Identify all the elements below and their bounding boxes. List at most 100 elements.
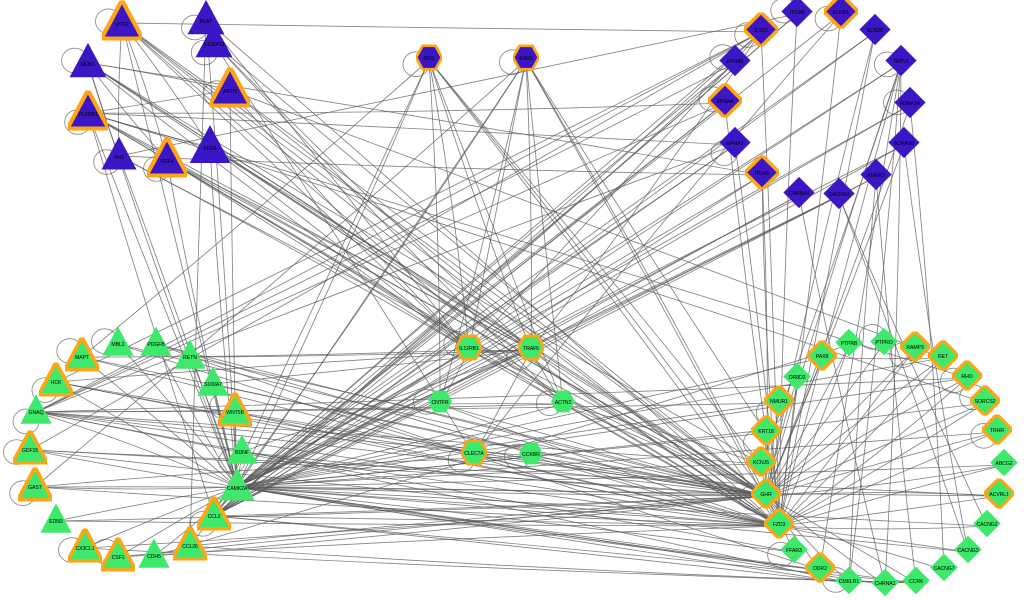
graph-edge (562, 403, 780, 527)
graph-node-plxnb1[interactable]: PLXNB1 (66, 89, 110, 133)
graph-edge (473, 13, 842, 456)
triangle-node-glyph (188, 123, 232, 172)
graph-edge (81, 356, 238, 488)
graph-node-gnaq[interactable]: GNAQ (19, 394, 53, 429)
graph-node-trpv1[interactable]: TRPV1 (884, 44, 918, 80)
graph-node-cdh5[interactable]: CDH5 (137, 538, 171, 573)
graph-node-actn2[interactable]: ACTN2 (550, 390, 576, 417)
graph-edge (236, 357, 823, 488)
graph-node-traf6[interactable]: TRAF6 (516, 334, 546, 363)
graph-edge (530, 349, 780, 527)
graph-node-adra1a[interactable]: ADRA1A (893, 86, 927, 125)
graph-edge (34, 486, 780, 527)
graph-node-mtf2[interactable]: MTF2 (100, 0, 144, 43)
graph-node-cacng7[interactable]: CACNG7 (929, 553, 959, 585)
graph-edge (765, 344, 850, 497)
graph-node-pdgfb[interactable]: PDGFB (139, 326, 173, 361)
graph-edge (473, 454, 767, 497)
graph-edge (778, 402, 986, 527)
graph-edge (35, 411, 780, 527)
graph-node-sorcs2[interactable]: SORCS2 (968, 384, 1002, 421)
graph-node-ghr[interactable]: GHR (749, 477, 783, 511)
diamond-node-glyph (743, 153, 781, 195)
graph-node-clec7a[interactable]: CLEC7A (459, 439, 489, 468)
graph-edge (778, 525, 945, 571)
graph-edge (155, 343, 780, 527)
graph-edge (241, 349, 532, 453)
graph-edge (236, 486, 767, 497)
graph-node-cntfr[interactable]: CNTFR (427, 390, 453, 417)
diamond-node-glyph (926, 339, 960, 376)
graph-node-mbl2[interactable]: MBL2 (101, 326, 135, 361)
diamond-node-glyph (779, 535, 809, 570)
diamond-node-glyph (980, 413, 1014, 450)
graph-edge (778, 377, 968, 527)
graph-node-gdf15[interactable]: GDF15 (11, 429, 49, 467)
graph-node-cx3cl1[interactable]: CX3CL1 (66, 527, 104, 568)
graph-node-ptpro[interactable]: PTPRO (869, 327, 899, 359)
graph-node-artn[interactable]: ARTN (208, 66, 252, 110)
graph-node-nmur1[interactable]: NMUR1 (762, 384, 796, 418)
graph-node-klrb1[interactable]: KLRB1 (822, 0, 860, 31)
diamond-node-glyph (893, 86, 927, 125)
graph-node-cmklr1[interactable]: CMKLR1 (834, 566, 864, 598)
graph-node-s100a12[interactable]: S100A12 (194, 22, 234, 63)
graph-edge (236, 486, 795, 553)
graph-edge (213, 42, 767, 497)
graph-node-acvrl1[interactable]: ACVRL1 (982, 477, 1016, 511)
graph-node-fgf4[interactable]: FGF4 (145, 136, 189, 180)
graph-edge (778, 13, 842, 527)
graph-node-chrna4[interactable]: CHRNA4 (782, 176, 816, 212)
graph-node-cckbr[interactable]: CCKBR (518, 442, 544, 469)
graph-node-muc1[interactable]: MUC1 (68, 42, 108, 83)
graph-node-ptprb[interactable]: PTPRB (834, 328, 864, 360)
graph-node-wnt5b[interactable]: WNT5B (216, 391, 254, 429)
graph-node-cacng4[interactable]: CACNG4 (822, 177, 856, 213)
graph-edge (428, 59, 762, 465)
graph-node-trhr[interactable]: TRHR (980, 413, 1014, 450)
graph-node-il12rb1[interactable]: IL12RB1 (454, 334, 484, 363)
graph-node-epha5[interactable]: EPHA5 (718, 44, 752, 80)
diamond-node-glyph (898, 330, 932, 367)
graph-node-amhr2[interactable]: AMHR2 (859, 158, 893, 197)
triangle-node-glyph (39, 502, 73, 541)
graph-edge (724, 102, 780, 527)
graph-edge (189, 495, 767, 547)
graph-edge (236, 486, 821, 571)
graph-edge (778, 495, 1000, 527)
graph-edge (35, 144, 736, 413)
graph-node-abcg2[interactable]: ABCG2 (989, 448, 1019, 480)
graph-edge (34, 486, 238, 490)
graph-node-fn1[interactable]: FN1 (100, 136, 138, 175)
diamond-node-glyph (859, 158, 893, 197)
graph-node-itga8[interactable]: ITGA8 (780, 0, 814, 31)
graph-node-ccr6[interactable]: CCR6 (901, 566, 931, 598)
graph-node-irs1[interactable]: IRS1 (414, 44, 444, 73)
graph-node-epha4[interactable]: EPHA4 (706, 81, 744, 120)
graph-edge (87, 62, 780, 527)
graph-node-bdnf[interactable]: BDNF (225, 434, 259, 469)
graph-node-esr2[interactable]: ESR2 (511, 44, 541, 73)
graph-node-csf1[interactable]: CSF1 (99, 536, 137, 574)
triangle-node-glyph (66, 527, 104, 568)
graph-edge (236, 62, 736, 488)
graph-node-ramp3[interactable]: RAMP3 (898, 330, 932, 367)
graph-edge (236, 104, 911, 488)
graph-node-chrna1[interactable]: CHRNA1 (870, 568, 900, 600)
graph-node-itga5[interactable]: ITGA5 (743, 153, 781, 195)
graph-node-ccl26[interactable]: CCL26 (171, 525, 209, 563)
graph-node-fgf6[interactable]: FGF6 (188, 125, 232, 169)
graph-edge (798, 194, 886, 586)
diamond-node-glyph (968, 384, 1002, 421)
graph-node-krt18[interactable]: KRT18 (749, 414, 783, 448)
graph-node-il1r2[interactable]: IL1R2 (742, 10, 780, 49)
graph-edge (117, 343, 238, 488)
graph-node-kcnj5[interactable]: KCNJ5 (744, 445, 778, 479)
graph-node-rho[interactable]: RHO (950, 359, 984, 393)
graph-node-gast[interactable]: GAST (16, 466, 54, 504)
graph-edge (212, 349, 532, 385)
graph-edge (562, 403, 767, 497)
graph-node-ddr2[interactable]: DDR2 (803, 551, 837, 585)
